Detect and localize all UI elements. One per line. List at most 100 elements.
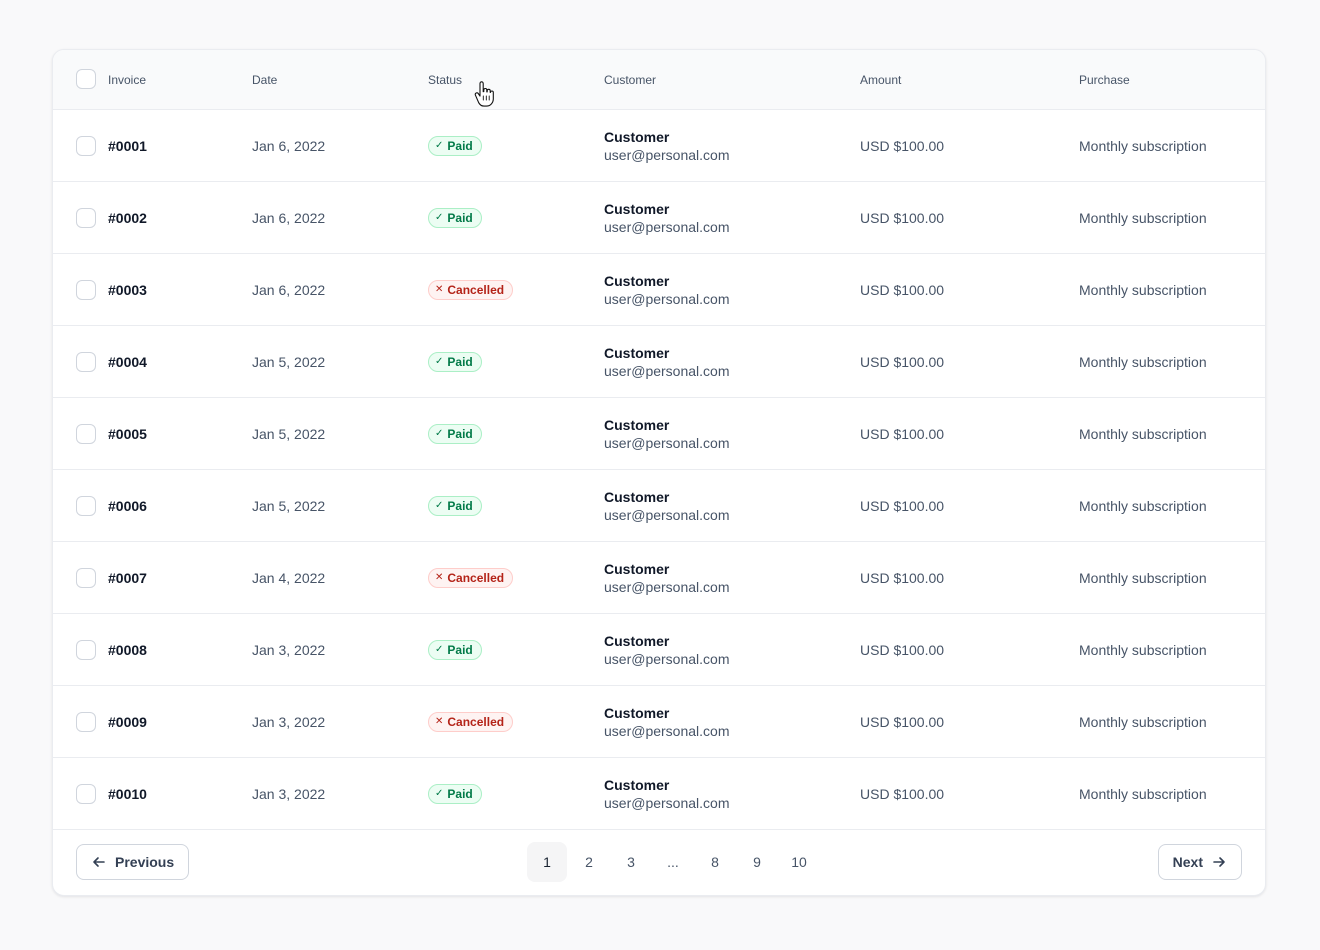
page-button[interactable]: 10 [791, 854, 807, 870]
table-row[interactable]: #0004 Jan 5, 2022 ✓ Paid Customer user@p… [53, 326, 1265, 398]
status-badge: ✓ Paid [428, 495, 482, 516]
row-checkbox[interactable] [76, 208, 96, 228]
page-button[interactable]: 1 [527, 842, 567, 882]
status-badge: ✕ Cancelled [428, 711, 514, 732]
select-all-checkbox[interactable] [76, 69, 96, 89]
invoice-date: Jan 3, 2022 [252, 713, 326, 730]
invoice-date: Jan 5, 2022 [252, 497, 326, 514]
table-header: Invoice Date Status Customer Amount Purc… [53, 50, 1265, 110]
table-row[interactable]: #0003 Jan 6, 2022 ✕ Cancelled Customer u… [53, 254, 1265, 326]
invoice-number[interactable]: #0007 [108, 569, 147, 586]
customer-info: Customer user@personal.com [604, 201, 730, 235]
row-checkbox[interactable] [76, 280, 96, 300]
invoice-number[interactable]: #0002 [108, 209, 147, 226]
table-row[interactable]: #0001 Jan 6, 2022 ✓ Paid Customer user@p… [53, 110, 1265, 182]
status-badge: ✓ Paid [428, 423, 482, 444]
row-checkbox[interactable] [76, 712, 96, 732]
status-badge: ✕ Cancelled [428, 567, 514, 588]
column-header-date[interactable]: Date [252, 72, 278, 87]
customer-info: Customer user@personal.com [604, 129, 730, 163]
page-button[interactable]: 9 [753, 854, 761, 870]
next-button[interactable]: Next [1157, 844, 1242, 880]
table-row[interactable]: #0007 Jan 4, 2022 ✕ Cancelled Customer u… [53, 542, 1265, 614]
table-row[interactable]: #0005 Jan 5, 2022 ✓ Paid Customer user@p… [53, 398, 1265, 470]
page-button[interactable]: 2 [585, 854, 593, 870]
x-icon: ✕ [435, 715, 444, 727]
table-row[interactable]: #0008 Jan 3, 2022 ✓ Paid Customer user@p… [53, 614, 1265, 686]
column-header-invoice[interactable]: Invoice [108, 72, 147, 87]
invoice-date: Jan 6, 2022 [252, 281, 326, 298]
row-checkbox[interactable] [76, 352, 96, 372]
invoice-amount: USD $100.00 [860, 425, 945, 442]
arrow-right-icon [1213, 857, 1225, 867]
customer-name: Customer [604, 488, 670, 505]
invoice-number[interactable]: #0008 [108, 641, 147, 658]
status-label: Cancelled [447, 570, 505, 585]
purchase-description: Monthly subscription [1079, 353, 1207, 370]
status-badge: ✓ Paid [428, 351, 482, 372]
table-row[interactable]: #0010 Jan 3, 2022 ✓ Paid Customer user@p… [53, 758, 1265, 830]
invoice-amount: USD $100.00 [860, 353, 945, 370]
customer-info: Customer user@personal.com [604, 561, 730, 595]
invoice-date: Jan 6, 2022 [252, 137, 326, 154]
page-button[interactable]: 3 [627, 854, 635, 870]
column-header-purchase[interactable]: Purchase [1079, 72, 1130, 87]
status-label: Cancelled [447, 714, 505, 729]
check-icon: ✓ [435, 355, 444, 367]
invoice-amount: USD $100.00 [860, 209, 945, 226]
invoice-number[interactable]: #0004 [108, 353, 147, 370]
row-checkbox[interactable] [76, 640, 96, 660]
invoice-date: Jan 3, 2022 [252, 641, 326, 658]
table-row[interactable]: #0009 Jan 3, 2022 ✕ Cancelled Customer u… [53, 686, 1265, 758]
row-checkbox[interactable] [76, 496, 96, 516]
column-header-status[interactable]: Status [428, 72, 463, 87]
purchase-description: Monthly subscription [1079, 137, 1207, 154]
previous-button[interactable]: Previous [76, 844, 190, 880]
invoice-amount: USD $100.00 [860, 785, 945, 802]
customer-info: Customer user@personal.com [604, 417, 730, 451]
page-numbers: 1 2 3... 8 9 10 [527, 842, 819, 882]
table-row[interactable]: #0006 Jan 5, 2022 ✓ Paid Customer user@p… [53, 470, 1265, 542]
table-row[interactable]: #0002 Jan 6, 2022 ✓ Paid Customer user@p… [53, 182, 1265, 254]
purchase-description: Monthly subscription [1079, 569, 1207, 586]
customer-email: user@personal.com [604, 650, 730, 667]
customer-info: Customer user@personal.com [604, 489, 730, 523]
customer-email: user@personal.com [604, 146, 730, 163]
invoice-number[interactable]: #0005 [108, 425, 147, 442]
row-checkbox[interactable] [76, 784, 96, 804]
status-label: Paid [447, 498, 473, 513]
status-label: Paid [447, 642, 473, 657]
invoice-number[interactable]: #0006 [108, 497, 147, 514]
customer-info: Customer user@personal.com [604, 345, 730, 379]
customer-email: user@personal.com [604, 434, 730, 451]
purchase-description: Monthly subscription [1079, 497, 1207, 514]
row-checkbox[interactable] [76, 568, 96, 588]
column-header-amount[interactable]: Amount [860, 72, 902, 87]
customer-name: Customer [604, 560, 670, 577]
customer-info: Customer user@personal.com [604, 705, 730, 739]
invoice-date: Jan 5, 2022 [252, 353, 326, 370]
previous-label: Previous [115, 854, 175, 870]
arrow-left-icon [93, 857, 105, 867]
invoice-number[interactable]: #0003 [108, 281, 147, 298]
invoice-number[interactable]: #0001 [108, 137, 147, 154]
purchase-description: Monthly subscription [1079, 785, 1207, 802]
purchase-description: Monthly subscription [1079, 425, 1207, 442]
check-icon: ✓ [435, 499, 444, 511]
column-header-customer[interactable]: Customer [604, 72, 657, 87]
check-icon: ✓ [435, 427, 444, 439]
check-icon: ✓ [435, 211, 444, 223]
invoice-number[interactable]: #0010 [108, 785, 147, 802]
status-badge: ✕ Cancelled [428, 279, 514, 300]
invoice-amount: USD $100.00 [860, 641, 945, 658]
status-label: Paid [447, 354, 473, 369]
purchase-description: Monthly subscription [1079, 281, 1207, 298]
customer-email: user@personal.com [604, 578, 730, 595]
row-checkbox[interactable] [76, 424, 96, 444]
page-button[interactable]: 8 [711, 854, 719, 870]
invoice-number[interactable]: #0009 [108, 713, 147, 730]
row-checkbox[interactable] [76, 136, 96, 156]
customer-email: user@personal.com [604, 794, 730, 811]
page-ellipsis: ... [667, 854, 679, 870]
customer-name: Customer [604, 128, 670, 145]
